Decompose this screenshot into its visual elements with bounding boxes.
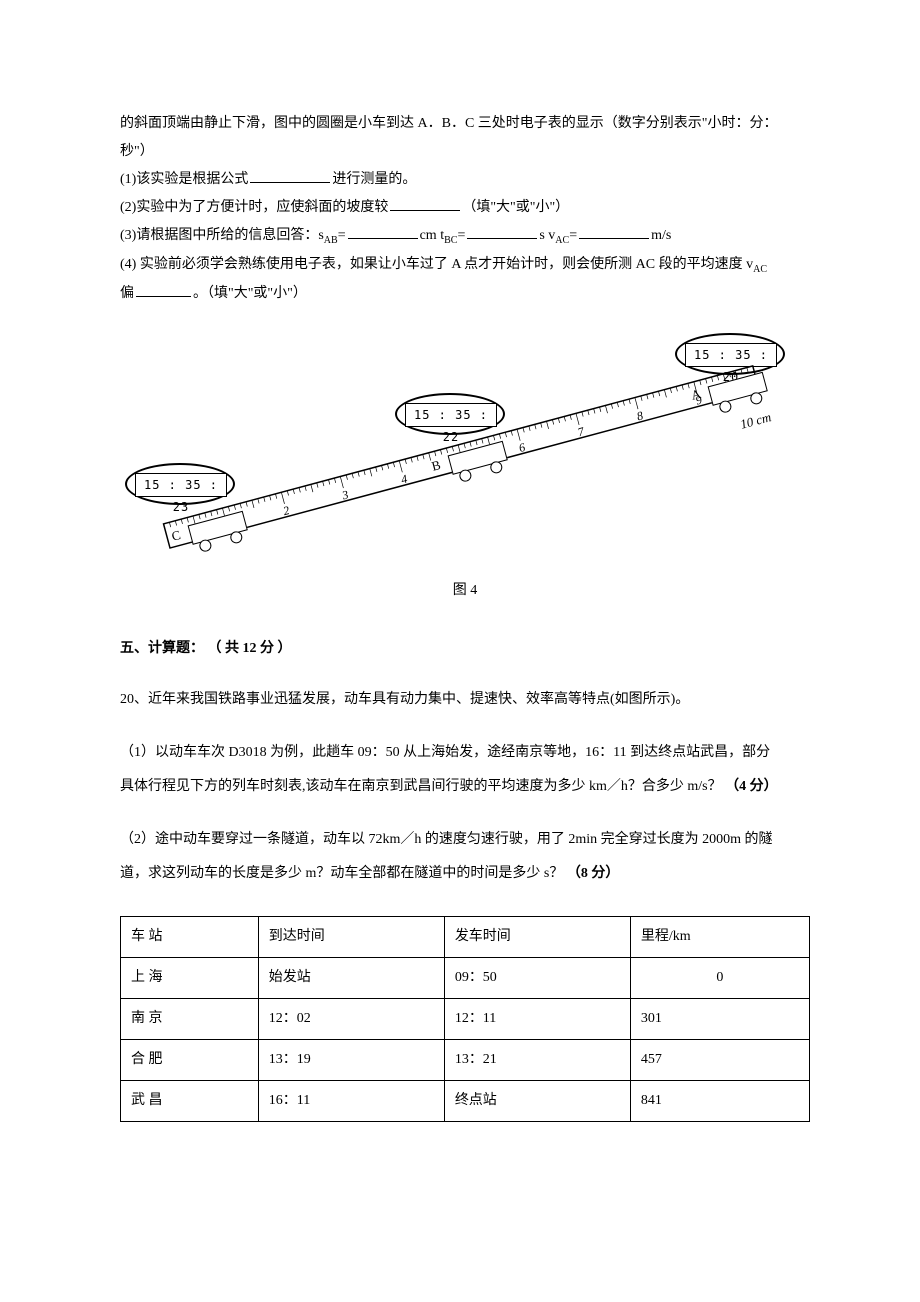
text: 。（填"大"或"小"） bbox=[193, 286, 307, 301]
blank-vac[interactable] bbox=[579, 224, 649, 239]
text: 的斜面顶端由静止下滑，图中的圆圈是小车到达 A．B．C 三处时电子表的显示（数字… bbox=[120, 116, 778, 131]
cell: 合 肥 bbox=[121, 1039, 259, 1080]
eq: = bbox=[457, 228, 465, 243]
table-row: 武 昌 16：11 终点站 841 bbox=[121, 1080, 810, 1121]
text: 进行测量的。 bbox=[332, 172, 416, 187]
text: （填"大"或"小"） bbox=[462, 200, 569, 215]
cell: 16：11 bbox=[258, 1080, 444, 1121]
experiment-figure: 15 : 35 : 20 15 : 35 : 22 15 : 35 : 23 1… bbox=[120, 333, 810, 563]
text: （2）途中动车要穿过一条隧道，动车以 72km／h 的速度匀速行驶，用了 2mi… bbox=[120, 832, 773, 847]
cell: 13：21 bbox=[444, 1039, 630, 1080]
table-row: 南 京 12：02 12：11 301 bbox=[121, 998, 810, 1039]
th-distance: 里程/km bbox=[630, 916, 809, 957]
points-4: （4 分） bbox=[725, 779, 778, 794]
cell: 301 bbox=[630, 998, 809, 1039]
question-4-line2: 偏 。（填"大"或"小"） bbox=[120, 280, 810, 308]
table-header-row: 车 站 到达时间 发车时间 里程/km bbox=[121, 916, 810, 957]
blank-sab[interactable] bbox=[348, 224, 418, 239]
cell: 终点站 bbox=[444, 1080, 630, 1121]
question-2: (2)实验中为了方便计时，应使斜面的坡度较 （填"大"或"小"） bbox=[120, 194, 810, 222]
cell: 0 bbox=[630, 957, 809, 998]
blank-formula[interactable] bbox=[250, 168, 330, 183]
text: （1）以动车车次 D3018 为例，此趟车 09：50 从上海始发，途经南京等地… bbox=[120, 745, 770, 760]
blank-tbc[interactable] bbox=[467, 224, 537, 239]
cell: 上 海 bbox=[121, 957, 259, 998]
text: 具体行程见下方的列车时刻表,该动车在南京到武昌间行驶的平均速度为多少 km／h？… bbox=[120, 779, 722, 794]
cell: 南 京 bbox=[121, 998, 259, 1039]
text: (1)该实验是根据公式 bbox=[120, 172, 248, 187]
cell: 457 bbox=[630, 1039, 809, 1080]
th-depart: 发车时间 bbox=[444, 916, 630, 957]
intro-line-1: 的斜面顶端由静止下滑，图中的圆圈是小车到达 A．B．C 三处时电子表的显示（数字… bbox=[120, 110, 810, 138]
points-8: （8 分） bbox=[567, 866, 620, 881]
text: (4) 实验前必须学会熟练使用电子表，如果让小车过了 A 点才开始计时，则会使所… bbox=[120, 257, 753, 272]
train-schedule-table: 车 站 到达时间 发车时间 里程/km 上 海 始发站 09：50 0 南 京 … bbox=[120, 916, 810, 1122]
th-arrive: 到达时间 bbox=[258, 916, 444, 957]
svg-text:3: 3 bbox=[340, 487, 350, 502]
svg-text:2: 2 bbox=[282, 503, 291, 518]
th-station: 车 站 bbox=[121, 916, 259, 957]
question-3: (3)请根据图中所给的信息回答：sAB=cm tBC=s vAC=m/s bbox=[120, 222, 810, 251]
svg-text:6: 6 bbox=[517, 440, 526, 455]
cell: 13：19 bbox=[258, 1039, 444, 1080]
sub-ac2: AC bbox=[753, 264, 767, 275]
text: 秒"） bbox=[120, 144, 154, 159]
question-4-line1: (4) 实验前必须学会熟练使用电子表，如果让小车过了 A 点才开始计时，则会使所… bbox=[120, 251, 810, 280]
eq: = bbox=[338, 228, 346, 243]
text: (3)请根据图中所给的信息回答：s bbox=[120, 228, 324, 243]
q20-part2: （2）途中动车要穿过一条隧道，动车以 72km／h 的速度匀速行驶，用了 2mi… bbox=[120, 823, 810, 890]
unit: m/s bbox=[651, 228, 671, 243]
table-row: 上 海 始发站 09：50 0 bbox=[121, 957, 810, 998]
cell: 09：50 bbox=[444, 957, 630, 998]
cell: 12：02 bbox=[258, 998, 444, 1039]
text: 道，求这列动车的长度是多少 m？动车全部都在隧道中的时间是多少 s？ bbox=[120, 866, 563, 881]
unit: s v bbox=[539, 228, 555, 243]
sub-ac: AC bbox=[555, 235, 569, 246]
svg-text:8: 8 bbox=[635, 408, 644, 423]
text: (2)实验中为了方便计时，应使斜面的坡度较 bbox=[120, 200, 388, 215]
section-5-title: 五、计算题： （ 共 12 分 ） bbox=[120, 635, 810, 663]
blank-slope[interactable] bbox=[390, 196, 460, 211]
svg-text:7: 7 bbox=[576, 423, 586, 438]
cell: 武 昌 bbox=[121, 1080, 259, 1121]
cell: 12：11 bbox=[444, 998, 630, 1039]
svg-text:4: 4 bbox=[399, 471, 408, 486]
cell: 始发站 bbox=[258, 957, 444, 998]
cell: 841 bbox=[630, 1080, 809, 1121]
question-1: (1)该实验是根据公式 进行测量的。 bbox=[120, 166, 810, 194]
q20-intro: 20、近年来我国铁路事业迅猛发展，动车具有动力集中、提速快、效率高等特点(如图所… bbox=[120, 683, 810, 717]
figure-caption: 图 4 bbox=[120, 577, 810, 605]
q20-part1: （1）以动车车次 D3018 为例，此趟车 09：50 从上海始发，途经南京等地… bbox=[120, 736, 810, 803]
sub-bc: BC bbox=[444, 235, 457, 246]
sub-ab: AB bbox=[324, 235, 338, 246]
blank-bias[interactable] bbox=[136, 282, 191, 297]
text: 偏 bbox=[120, 286, 134, 301]
unit: cm t bbox=[420, 228, 445, 243]
table-row: 合 肥 13：19 13：21 457 bbox=[121, 1039, 810, 1080]
eq: = bbox=[569, 228, 577, 243]
intro-line-2: 秒"） bbox=[120, 138, 810, 166]
